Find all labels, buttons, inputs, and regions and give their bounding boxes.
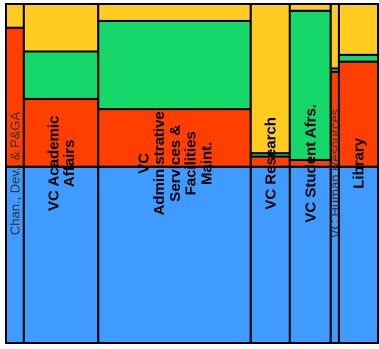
column-label-line: Chan., Dev., & P&GA xyxy=(7,112,22,236)
mosaic-cell-yellow xyxy=(97,3,252,22)
mosaic-cell-yellow xyxy=(5,3,25,29)
column-label: Library xyxy=(351,137,368,189)
column-label-line: Affairs xyxy=(61,140,78,188)
column-label-line: VC xyxy=(135,153,152,174)
column-label: VC Student Afrs. xyxy=(303,104,320,223)
mosaic-cell-green xyxy=(337,53,379,63)
column-label-line: Maint. xyxy=(198,142,215,185)
mosaic-cell-yellow xyxy=(329,3,340,70)
mosaic-column-6 xyxy=(337,3,379,344)
mosaic-column-4 xyxy=(288,3,332,344)
column-label-line: VC Academic xyxy=(45,116,62,211)
mosaic-cell-blue xyxy=(337,165,379,344)
column-label-line: Library xyxy=(351,137,368,189)
mosaic-column-1 xyxy=(22,3,100,344)
mosaic-cell-green xyxy=(22,50,100,100)
column-label: VC Research xyxy=(263,117,280,210)
column-label-line: Administrative xyxy=(151,111,168,215)
mosaic-cell-blue xyxy=(249,165,291,344)
column-label-line: Facilities xyxy=(183,131,200,195)
mosaic-cell-green xyxy=(288,9,332,161)
mosaic-cell-yellow xyxy=(288,3,332,12)
mosaic-cell-yellow xyxy=(337,3,379,56)
mosaic-cell-red xyxy=(337,60,379,168)
column-label: Chan., Dev., & P&GA xyxy=(7,112,22,236)
column-label-line: Services & xyxy=(167,125,184,202)
mosaic-column-3 xyxy=(249,3,291,344)
column-label-line: VC Student Afrs. xyxy=(303,104,320,223)
column-label: VC AcademicAffairs xyxy=(45,116,78,211)
mosaic-cell-yellow xyxy=(22,3,100,53)
mosaic-column-2 xyxy=(97,3,252,344)
mosaic-cell-blue xyxy=(22,165,100,344)
mosaic-cell-yellow xyxy=(249,3,291,155)
mosaic-cell-green xyxy=(97,19,252,111)
column-label-line: VC Research xyxy=(263,117,280,210)
mosaic-cell-red xyxy=(97,108,252,168)
column-label: VCAdministrativeServices &FacilitiesMain… xyxy=(135,111,215,215)
mosaic-cell-blue xyxy=(288,165,332,344)
